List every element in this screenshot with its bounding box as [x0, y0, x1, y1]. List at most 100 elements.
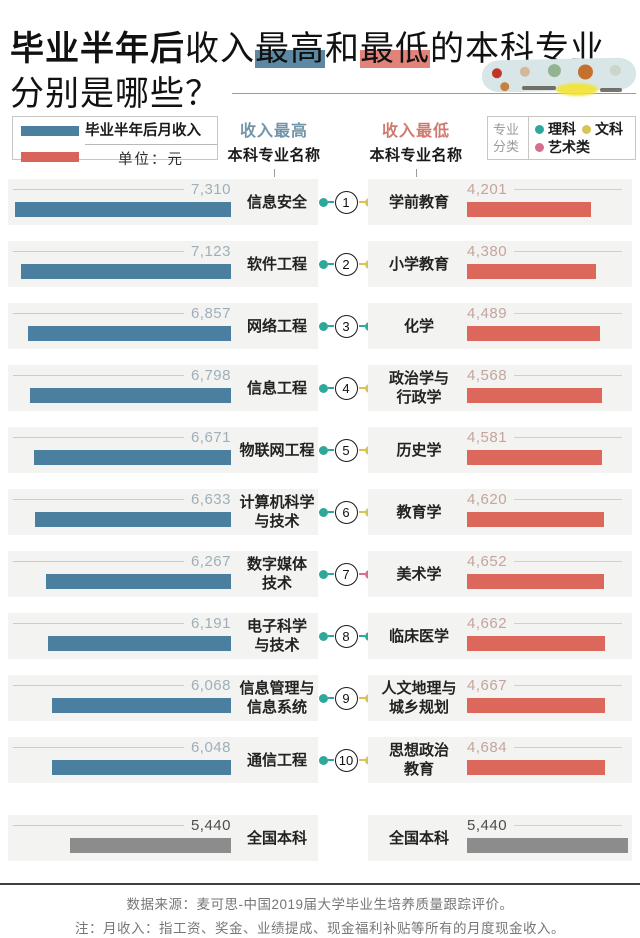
- high-income-value: 6,068: [190, 677, 231, 694]
- low-income-value: 4,380: [467, 243, 508, 260]
- high-income-bar: [52, 760, 231, 775]
- title-highlight-low: 最低: [360, 29, 430, 68]
- rank-badge: 7: [334, 562, 358, 586]
- low-major-name: 全国本科: [388, 829, 449, 847]
- title-segment: 和: [325, 29, 360, 68]
- connector-line: [358, 387, 365, 389]
- low-income-panel: 全国本科 5,440: [368, 815, 632, 861]
- income-definition-note: 注：月收入：指工资、奖金、业绩提成、现金福利补贴等所有的月度现金收入。: [75, 921, 565, 936]
- connector-line: [327, 263, 334, 265]
- footer-divider: [0, 883, 640, 885]
- high-major-name: 软件工程: [246, 255, 307, 273]
- connector-line: [358, 449, 365, 451]
- gridline: [13, 189, 184, 190]
- low-income-value: 4,201: [467, 181, 508, 198]
- high-income-value: 6,633: [190, 491, 231, 508]
- low-income-bar: [467, 202, 591, 217]
- high-category-dot-icon: [318, 259, 328, 269]
- low-income-bar: [467, 698, 605, 713]
- value-legend-box: 毕业半年后月收入 单位：元: [12, 116, 218, 168]
- low-income-panel: 政治学与 行政学 4,568: [368, 365, 632, 411]
- high-major-name: 信息工程: [246, 379, 307, 397]
- connector-line: [358, 759, 365, 761]
- gridline: [514, 251, 622, 252]
- connector-line: [327, 635, 334, 637]
- high-category-dot-icon: [318, 383, 328, 393]
- high-income-panel: 6,857 网络工程: [8, 303, 318, 349]
- low-income-panel: 小学教育 4,380: [368, 241, 632, 287]
- connector-line: [358, 511, 365, 513]
- high-major-name: 全国本科: [246, 829, 307, 847]
- category-dot-icon: [535, 124, 544, 134]
- high-category-dot-icon: [318, 197, 328, 207]
- blob-dot: [500, 82, 510, 92]
- low-income-value: 4,581: [467, 429, 508, 446]
- low-income-panel: 化学 4,489: [368, 303, 632, 349]
- high-category-dot-icon: [318, 631, 328, 641]
- high-major-name: 电子科学 与技术: [246, 618, 307, 654]
- low-income-bar: [467, 450, 602, 465]
- value-unit-label: 单位：元: [118, 152, 184, 168]
- gridline: [13, 561, 184, 562]
- gridline: [13, 747, 184, 748]
- rank-indicator: 7: [316, 551, 376, 597]
- low-income-bar: [467, 512, 604, 527]
- scribble-marks: [600, 88, 622, 92]
- high-major-name: 网络工程: [246, 317, 307, 335]
- low-income-value: 4,662: [467, 615, 508, 632]
- gridline: [514, 685, 622, 686]
- gridline: [13, 623, 184, 624]
- high-income-panel: 7,310 信息安全: [8, 179, 318, 225]
- low-major-name: 思想政治 教育: [388, 742, 449, 778]
- blue-bar-swatch: [21, 126, 79, 136]
- high-income-value: 7,310: [190, 181, 231, 198]
- category-item: 艺术类: [535, 138, 590, 156]
- high-category-dot-icon: [318, 569, 328, 579]
- high-income-value: 6,671: [190, 429, 231, 446]
- gridline: [13, 313, 184, 314]
- blob-dot: [491, 68, 503, 79]
- high-income-value: 7,123: [190, 243, 231, 260]
- rank-badge: 9: [334, 686, 358, 710]
- low-income-bar: [467, 636, 605, 651]
- high-category-dot-icon: [318, 445, 328, 455]
- low-income-value: 4,620: [467, 491, 508, 508]
- rank-indicator: 4: [316, 365, 376, 411]
- title-line2: 分别是哪些？: [10, 74, 220, 113]
- low-major-name: 教育学: [396, 503, 442, 521]
- rank-indicator: 5: [316, 427, 376, 473]
- low-income-value: 4,667: [467, 677, 508, 694]
- blob-dot: [547, 63, 562, 78]
- category-name: 艺术类: [548, 139, 590, 155]
- low-major-name: 历史学: [396, 441, 442, 459]
- high-income-value: 5,440: [190, 817, 231, 834]
- high-major-name: 信息安全: [246, 193, 307, 211]
- high-category-dot-icon: [318, 693, 328, 703]
- connector-line: [327, 449, 334, 451]
- chart-row-rank-5: 6,671 物联网工程 5 历史学 4,581: [0, 427, 640, 473]
- title-underline: [232, 93, 636, 94]
- blob-dot: [577, 64, 594, 80]
- category-item: 理科: [535, 120, 576, 138]
- rank-badge: 3: [334, 314, 358, 338]
- high-income-panel: 7,123 软件工程: [8, 241, 318, 287]
- high-income-panel: 6,048 通信工程: [8, 737, 318, 783]
- chart-row-rank-9: 6,068 信息管理与 信息系统 9 人文地理与 城乡规划 4,667: [0, 675, 640, 721]
- connector-line: [358, 325, 365, 327]
- major-name-subtitle: 本科专业名称: [227, 147, 321, 164]
- connector-line: [358, 573, 365, 575]
- rank-badge: 2: [334, 252, 358, 276]
- low-income-panel: 临床医学 4,662: [368, 613, 632, 659]
- connector-line: [327, 201, 334, 203]
- high-income-bar: [21, 264, 231, 279]
- rank-badge: 6: [334, 500, 358, 524]
- low-income-panel: 历史学 4,581: [368, 427, 632, 473]
- chart-row-rank-3: 6,857 网络工程 3 化学 4,489: [0, 303, 640, 349]
- gridline: [514, 561, 622, 562]
- high-major-name: 通信工程: [246, 751, 307, 769]
- connector-line: [358, 697, 365, 699]
- major-name-subtitle: 本科专业名称: [369, 147, 463, 164]
- high-income-bar: [35, 512, 231, 527]
- gridline: [514, 747, 622, 748]
- low-major-name: 美术学: [396, 565, 442, 583]
